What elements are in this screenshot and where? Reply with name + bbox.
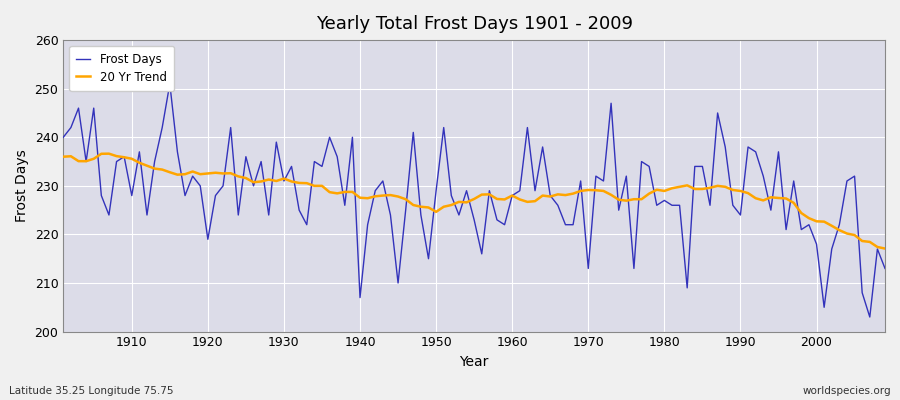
20 Yr Trend (339, 190, 350, 194)
Frost Days (507, 193, 517, 198)
Frost Days (165, 82, 176, 86)
Line: Frost Days: Frost Days (63, 84, 885, 317)
Text: worldspecies.org: worldspecies.org (803, 386, 891, 396)
Frost Days (515, 188, 526, 193)
20 Yr Trend (515, 197, 526, 202)
Frost Days (606, 101, 616, 106)
Frost Days (58, 135, 68, 140)
20 Yr Trend (126, 156, 137, 161)
Y-axis label: Frost Days: Frost Days (15, 150, 29, 222)
Title: Yearly Total Frost Days 1901 - 2009: Yearly Total Frost Days 1901 - 2009 (316, 15, 633, 33)
Line: 20 Yr Trend: 20 Yr Trend (63, 154, 885, 248)
Legend: Frost Days, 20 Yr Trend: Frost Days, 20 Yr Trend (69, 46, 174, 91)
Frost Days (119, 154, 130, 159)
Frost Days (293, 208, 304, 212)
20 Yr Trend (104, 151, 114, 156)
20 Yr Trend (879, 246, 890, 251)
20 Yr Trend (293, 180, 304, 185)
20 Yr Trend (58, 154, 68, 159)
20 Yr Trend (507, 193, 517, 198)
Frost Days (879, 266, 890, 271)
20 Yr Trend (606, 192, 616, 197)
Frost Days (339, 203, 350, 208)
Frost Days (864, 315, 875, 320)
X-axis label: Year: Year (460, 355, 489, 369)
Text: Latitude 35.25 Longitude 75.75: Latitude 35.25 Longitude 75.75 (9, 386, 174, 396)
